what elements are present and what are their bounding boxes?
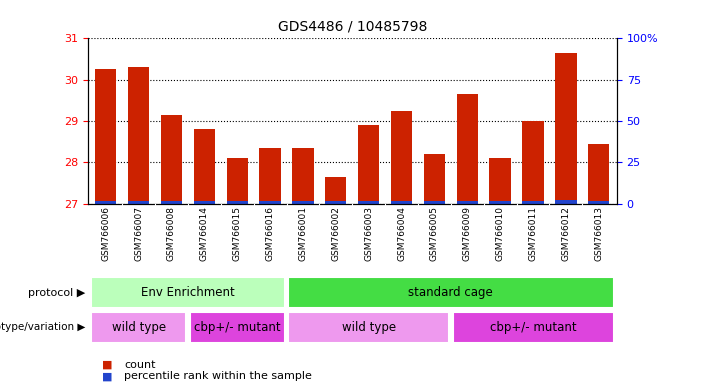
Text: GSM766011: GSM766011 bbox=[529, 206, 538, 261]
Bar bbox=[522, 121, 544, 200]
Text: wild type: wild type bbox=[341, 321, 396, 334]
Bar bbox=[259, 200, 281, 204]
Bar bbox=[95, 70, 116, 200]
Text: GSM766007: GSM766007 bbox=[134, 206, 143, 261]
Bar bbox=[555, 200, 577, 204]
Bar bbox=[128, 200, 149, 204]
Text: GSM766008: GSM766008 bbox=[167, 206, 176, 261]
Text: GSM766016: GSM766016 bbox=[266, 206, 275, 261]
Text: GDS4486 / 10485798: GDS4486 / 10485798 bbox=[278, 19, 427, 33]
Bar bbox=[95, 200, 116, 204]
Bar bbox=[489, 200, 511, 204]
Bar bbox=[161, 115, 182, 200]
Bar bbox=[288, 312, 449, 343]
Text: GSM766003: GSM766003 bbox=[365, 206, 373, 261]
Bar bbox=[456, 200, 478, 204]
Bar bbox=[358, 200, 379, 204]
Text: wild type: wild type bbox=[111, 321, 165, 334]
Bar bbox=[91, 312, 186, 343]
Bar bbox=[358, 125, 379, 200]
Bar bbox=[189, 312, 285, 343]
Bar bbox=[292, 148, 313, 200]
Text: GSM766015: GSM766015 bbox=[233, 206, 242, 261]
Text: GSM766001: GSM766001 bbox=[299, 206, 308, 261]
Text: cbp+/- mutant: cbp+/- mutant bbox=[194, 321, 280, 334]
Text: percentile rank within the sample: percentile rank within the sample bbox=[124, 371, 312, 381]
Bar bbox=[423, 200, 445, 204]
Bar bbox=[288, 277, 613, 308]
Bar bbox=[292, 200, 313, 204]
Text: GSM766004: GSM766004 bbox=[397, 206, 406, 260]
Bar bbox=[453, 312, 613, 343]
Text: GSM766005: GSM766005 bbox=[430, 206, 439, 261]
Text: GSM766006: GSM766006 bbox=[101, 206, 110, 261]
Text: count: count bbox=[124, 360, 156, 370]
Text: GSM766009: GSM766009 bbox=[463, 206, 472, 261]
Text: standard cage: standard cage bbox=[409, 286, 494, 299]
Text: GSM766013: GSM766013 bbox=[594, 206, 604, 261]
Text: GSM766002: GSM766002 bbox=[332, 206, 340, 260]
Text: cbp+/- mutant: cbp+/- mutant bbox=[490, 321, 576, 334]
Bar bbox=[226, 158, 248, 200]
Bar bbox=[226, 200, 248, 204]
Text: Env Enrichment: Env Enrichment bbox=[141, 286, 235, 299]
Bar bbox=[193, 129, 215, 200]
Bar bbox=[91, 277, 285, 308]
Text: genotype/variation ▶: genotype/variation ▶ bbox=[0, 322, 86, 333]
Bar bbox=[555, 53, 577, 200]
Text: protocol ▶: protocol ▶ bbox=[28, 288, 86, 298]
Bar bbox=[423, 154, 445, 200]
Text: GSM766010: GSM766010 bbox=[496, 206, 505, 261]
Bar bbox=[161, 200, 182, 204]
Bar bbox=[391, 200, 412, 204]
Bar bbox=[489, 158, 511, 200]
Bar bbox=[193, 200, 215, 204]
Bar bbox=[588, 200, 609, 204]
Text: ■: ■ bbox=[102, 371, 112, 381]
Bar bbox=[325, 177, 346, 200]
Bar bbox=[588, 144, 609, 200]
Bar bbox=[391, 111, 412, 200]
Text: ■: ■ bbox=[102, 360, 112, 370]
Text: GSM766014: GSM766014 bbox=[200, 206, 209, 260]
Bar bbox=[325, 200, 346, 204]
Text: GSM766012: GSM766012 bbox=[562, 206, 571, 260]
Bar bbox=[456, 94, 478, 200]
Bar bbox=[259, 148, 281, 200]
Bar bbox=[522, 200, 544, 204]
Bar bbox=[128, 67, 149, 200]
